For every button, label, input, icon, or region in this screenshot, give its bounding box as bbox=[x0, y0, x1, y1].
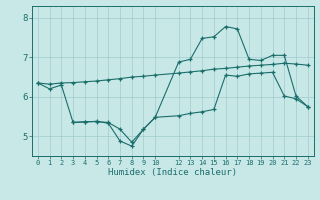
X-axis label: Humidex (Indice chaleur): Humidex (Indice chaleur) bbox=[108, 168, 237, 177]
